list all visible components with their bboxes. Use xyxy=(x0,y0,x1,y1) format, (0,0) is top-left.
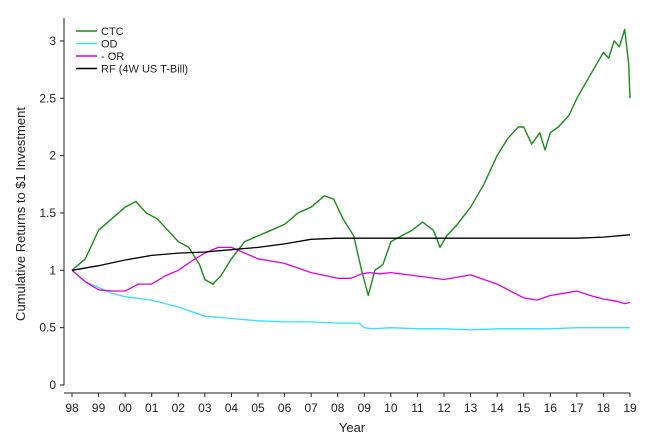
x-tick-label: 98 xyxy=(65,401,79,415)
x-tick-label: 03 xyxy=(198,401,212,415)
legend-label-1: CTC xyxy=(101,26,124,38)
x-tick-label: 07 xyxy=(304,401,318,415)
y-axis-title: Cumulative Returns to $1 Investment xyxy=(13,107,28,321)
x-tick-label: 01 xyxy=(145,401,159,415)
y-tick-label: 2 xyxy=(49,149,56,163)
series-line-1 xyxy=(71,28,631,297)
x-tick-label: 11 xyxy=(411,401,424,415)
x-tick-label: 10 xyxy=(384,401,398,415)
y-tick-label: 2.5 xyxy=(39,91,56,105)
x-tick-label: 05 xyxy=(251,401,265,415)
x-tick-label: 99 xyxy=(92,401,106,415)
x-tick-label: 13 xyxy=(464,401,478,415)
x-tick-label: 02 xyxy=(172,401,186,415)
x-tick-label: 19 xyxy=(623,401,637,415)
series-layer xyxy=(71,28,631,331)
series-line-4 xyxy=(71,234,631,271)
x-tick-label: 14 xyxy=(490,401,504,415)
x-axis-title: Year xyxy=(339,420,366,435)
x-tick-label: 18 xyxy=(597,401,611,415)
y-tick-label: 1.5 xyxy=(39,206,56,220)
legend-label-4: RF (4W US T-Bill) xyxy=(101,64,188,76)
x-tick-label: 12 xyxy=(437,401,451,415)
y-tick-label: 0 xyxy=(49,378,56,392)
series-line-2 xyxy=(71,269,630,331)
x-tick-label: 08 xyxy=(331,401,345,415)
legend-label-3: - OR xyxy=(101,51,124,63)
series-line-3 xyxy=(71,246,631,305)
x-tick-label: 09 xyxy=(358,401,372,415)
x-tick-label: 00 xyxy=(118,401,132,415)
x-tick-label: 06 xyxy=(278,401,292,415)
x-tick-label: 04 xyxy=(225,401,239,415)
y-tick-label: 0.5 xyxy=(39,321,56,335)
x-tick-label: 15 xyxy=(517,401,531,415)
x-tick-label: 17 xyxy=(570,401,584,415)
legend-label-2: OD xyxy=(101,39,118,51)
y-tick-label: 1 xyxy=(49,263,56,277)
axes: 0 0.5 1 1.5 2 2.5 3 98 99 00 01 02 03 04 05 06 07 08 09 10 1… xyxy=(39,18,637,415)
y-tick-label: 3 xyxy=(49,34,56,48)
x-tick-label: 16 xyxy=(544,401,558,415)
